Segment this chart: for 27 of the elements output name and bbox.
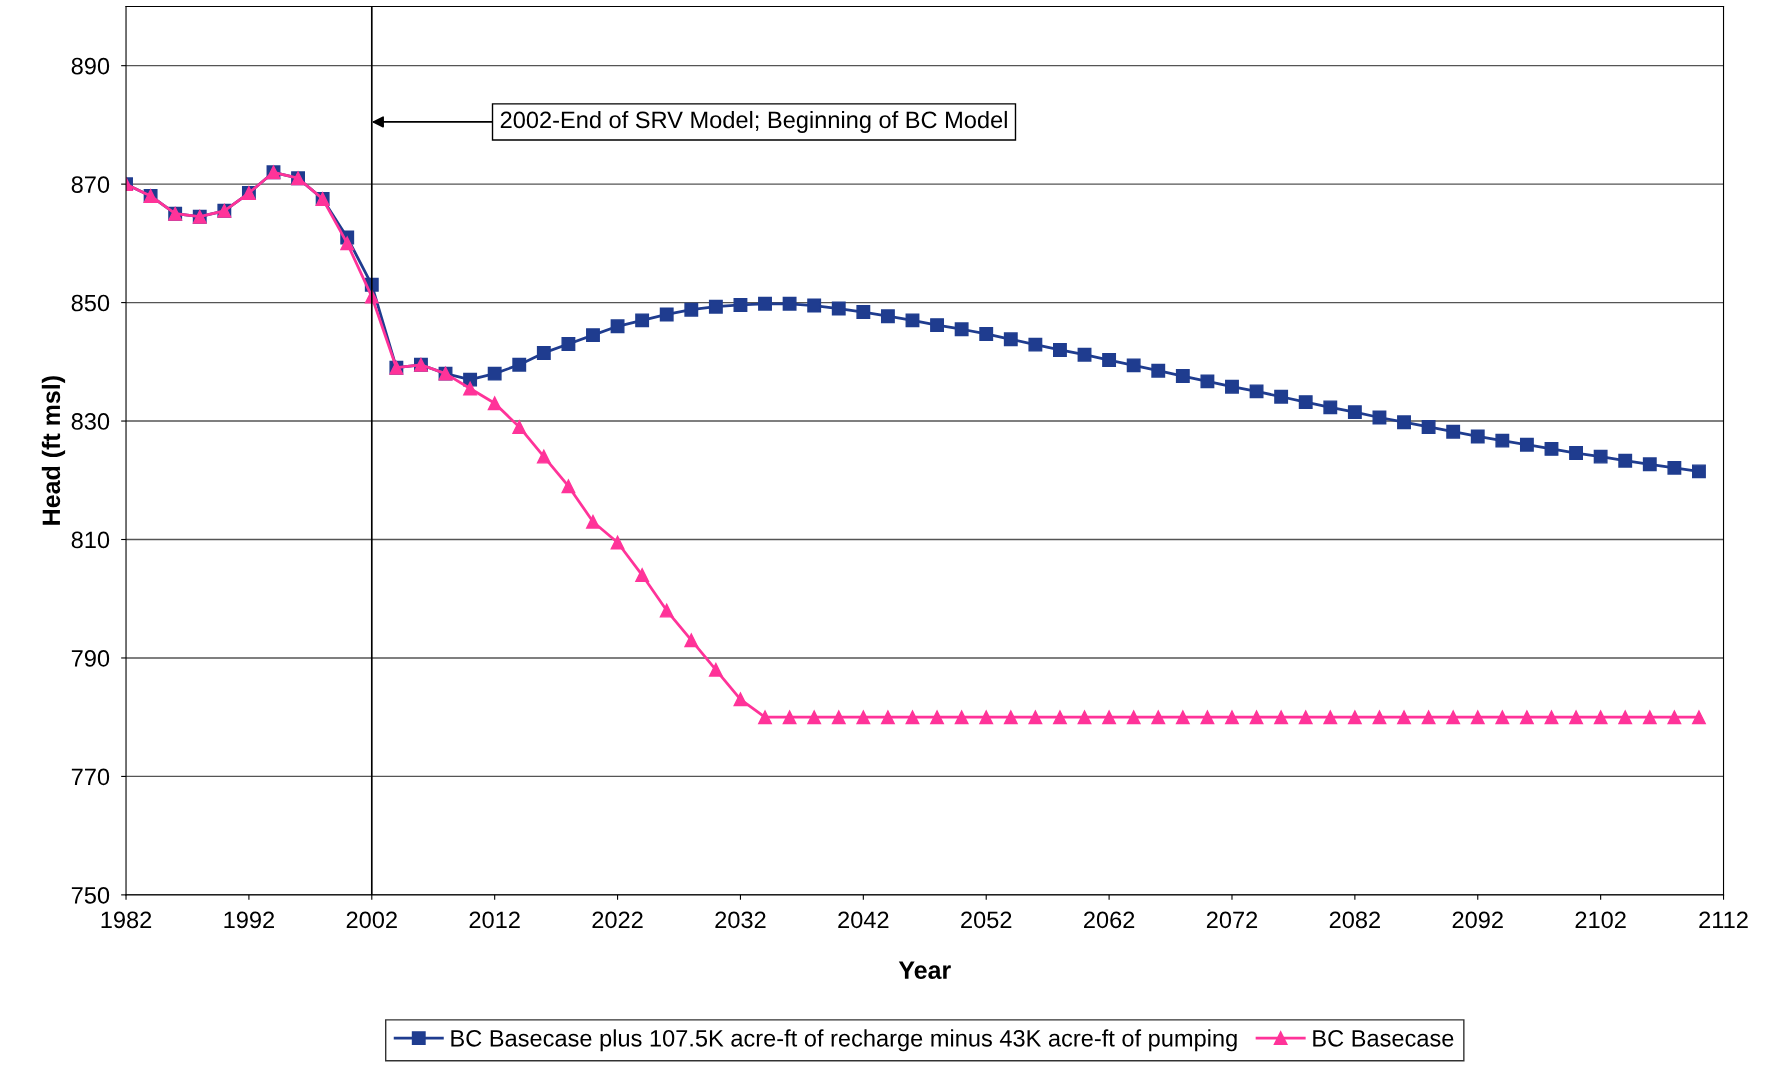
legend-label: BC Basecase plus 107.5K acre-ft of recharge minus 43K acre-ft of pumping	[451, 1029, 1237, 1052]
x-tick-label: 2042	[838, 911, 889, 929]
x-tick-label: 2112	[1699, 911, 1748, 928]
legend-label: BC Basecase	[1313, 1029, 1454, 1047]
y-tick-label: 810	[71, 531, 110, 549]
x-tick-label: 1982	[101, 911, 152, 929]
x-tick-label: 2052	[961, 911, 1012, 929]
x-tick-label: 2102	[1575, 911, 1626, 929]
y-tick-label: 830	[71, 413, 110, 430]
x-tick-label: 2082	[1329, 911, 1380, 929]
ref-line-label: 2002-End of SRV Model; Beginning of BC Model	[500, 110, 1007, 133]
x-tick-label: 2022	[592, 911, 643, 929]
x-tick-label: 2092	[1452, 911, 1503, 929]
y-axis-title: Head (ft msl)	[41, 376, 66, 525]
y-tick-label: 890	[71, 57, 110, 75]
y-tick-label: 790	[71, 650, 110, 667]
y-tick-label: 870	[71, 176, 110, 193]
x-tick-label: 2072	[1206, 911, 1258, 929]
x-tick-label: 2012	[469, 911, 520, 929]
x-tick-label: 2062	[1084, 911, 1135, 929]
x-tick-label: 2032	[715, 911, 766, 929]
y-tick-label: 850	[71, 294, 110, 312]
x-tick-label: 2002	[346, 911, 397, 929]
x-tick-label: 1992	[224, 911, 274, 929]
y-tick-label: 770	[71, 768, 110, 786]
y-tick-label: 750	[71, 886, 110, 904]
x-axis-title: Year	[898, 961, 951, 980]
